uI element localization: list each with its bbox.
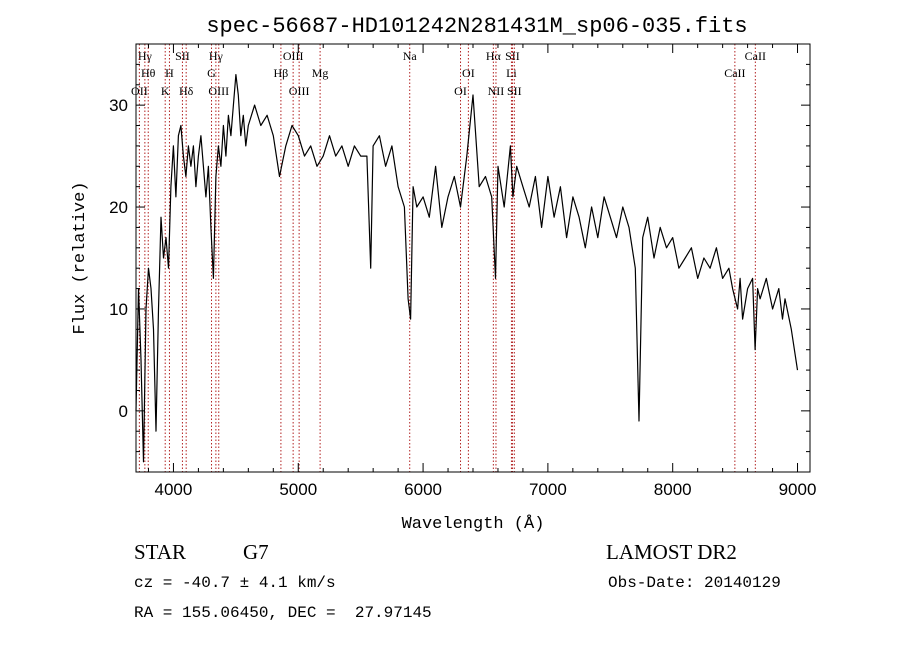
chart-title: spec-56687-HD101242N281431M_sp06-035.fit… bbox=[206, 14, 747, 39]
line-marker-label: Hθ bbox=[141, 66, 156, 80]
line-marker-label: OIII bbox=[208, 84, 229, 98]
line-marker-label: CaII bbox=[724, 66, 745, 80]
line-marker-label: OIII bbox=[283, 49, 304, 63]
coordinates-readout: RA = 155.06450, DEC = 27.97145 bbox=[134, 604, 432, 622]
line-marker-label: K bbox=[161, 84, 170, 98]
y-axis-label: Flux (relative) bbox=[71, 181, 90, 334]
x-tick-label: 9000 bbox=[779, 480, 817, 499]
spectrum-plot: spec-56687-HD101242N281431M_sp06-035.fit… bbox=[71, 14, 817, 534]
x-tick-label: 8000 bbox=[654, 480, 692, 499]
x-tick-label: 4000 bbox=[155, 480, 193, 499]
line-marker-label: SII bbox=[507, 84, 522, 98]
redshift-readout: cz = -40.7 ± 4.1 km/s bbox=[134, 574, 336, 592]
line-marker-label: Hγ bbox=[138, 49, 153, 63]
line-marker-label: OIII bbox=[289, 84, 310, 98]
line-marker-label: G bbox=[207, 66, 216, 80]
y-tick-label: 30 bbox=[109, 96, 128, 115]
survey-name: LAMOST DR2 bbox=[606, 540, 737, 564]
line-marker-label: Hδ bbox=[179, 84, 194, 98]
x-tick-label: 6000 bbox=[404, 480, 442, 499]
object-class: STAR bbox=[134, 540, 186, 564]
observation-date: Obs-Date: 20140129 bbox=[608, 574, 781, 592]
line-marker-label: SII bbox=[505, 49, 520, 63]
line-marker-label: OI bbox=[462, 66, 475, 80]
line-marker-label: NII bbox=[488, 84, 505, 98]
y-tick-label: 20 bbox=[109, 198, 128, 217]
line-marker-label: Hβ bbox=[274, 66, 289, 80]
y-tick-label: 0 bbox=[119, 402, 128, 421]
line-marker-label: Hγ bbox=[209, 49, 224, 63]
spectrum-series bbox=[135, 74, 799, 463]
spectrum-line bbox=[135, 74, 799, 463]
y-tick-label: 10 bbox=[109, 300, 128, 319]
line-marker-label: SII bbox=[175, 49, 190, 63]
axis-ticks: 4000 5000 6000 7000 8000 9000 0 10 20 30 bbox=[109, 43, 817, 499]
line-marker-label: Hα bbox=[486, 49, 502, 63]
line-marker-label: H bbox=[165, 66, 174, 80]
x-tick-label: 5000 bbox=[279, 480, 317, 499]
line-marker-label: OII bbox=[131, 84, 148, 98]
line-marker-label: Na bbox=[403, 49, 418, 63]
plot-frame bbox=[135, 43, 811, 473]
object-subclass: G7 bbox=[243, 540, 269, 564]
line-marker-label: Li bbox=[506, 66, 517, 80]
line-marker-label: CaII bbox=[745, 49, 766, 63]
line-marker-label: OI bbox=[454, 84, 467, 98]
x-tick-label: 7000 bbox=[529, 480, 567, 499]
x-axis-label: Wavelength (Å) bbox=[402, 515, 545, 534]
line-marker-label: Mg bbox=[312, 66, 329, 80]
